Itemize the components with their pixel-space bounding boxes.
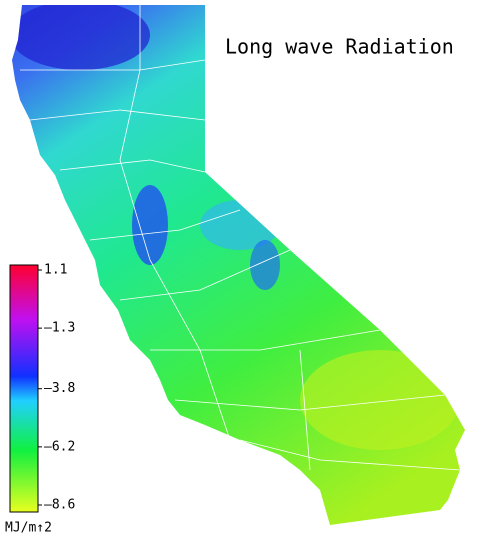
colorbar-tick-label: –6.2: [44, 439, 75, 454]
colorbar-tick-label: –8.6: [44, 498, 75, 513]
colorbar-tick-label: –1.3: [44, 321, 75, 336]
map-title: Long wave Radiation: [225, 35, 454, 59]
colorbar-unit: MJ/m↑2: [5, 521, 52, 536]
colorbar: [9, 264, 39, 513]
colorbar-tick-label: 1.1: [44, 263, 67, 278]
colorbar-tick-label: –3.8: [44, 381, 75, 396]
